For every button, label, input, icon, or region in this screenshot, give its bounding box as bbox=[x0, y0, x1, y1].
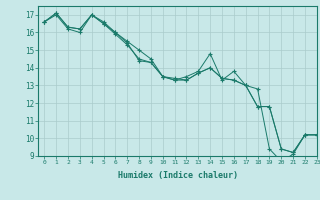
X-axis label: Humidex (Indice chaleur): Humidex (Indice chaleur) bbox=[118, 171, 238, 180]
